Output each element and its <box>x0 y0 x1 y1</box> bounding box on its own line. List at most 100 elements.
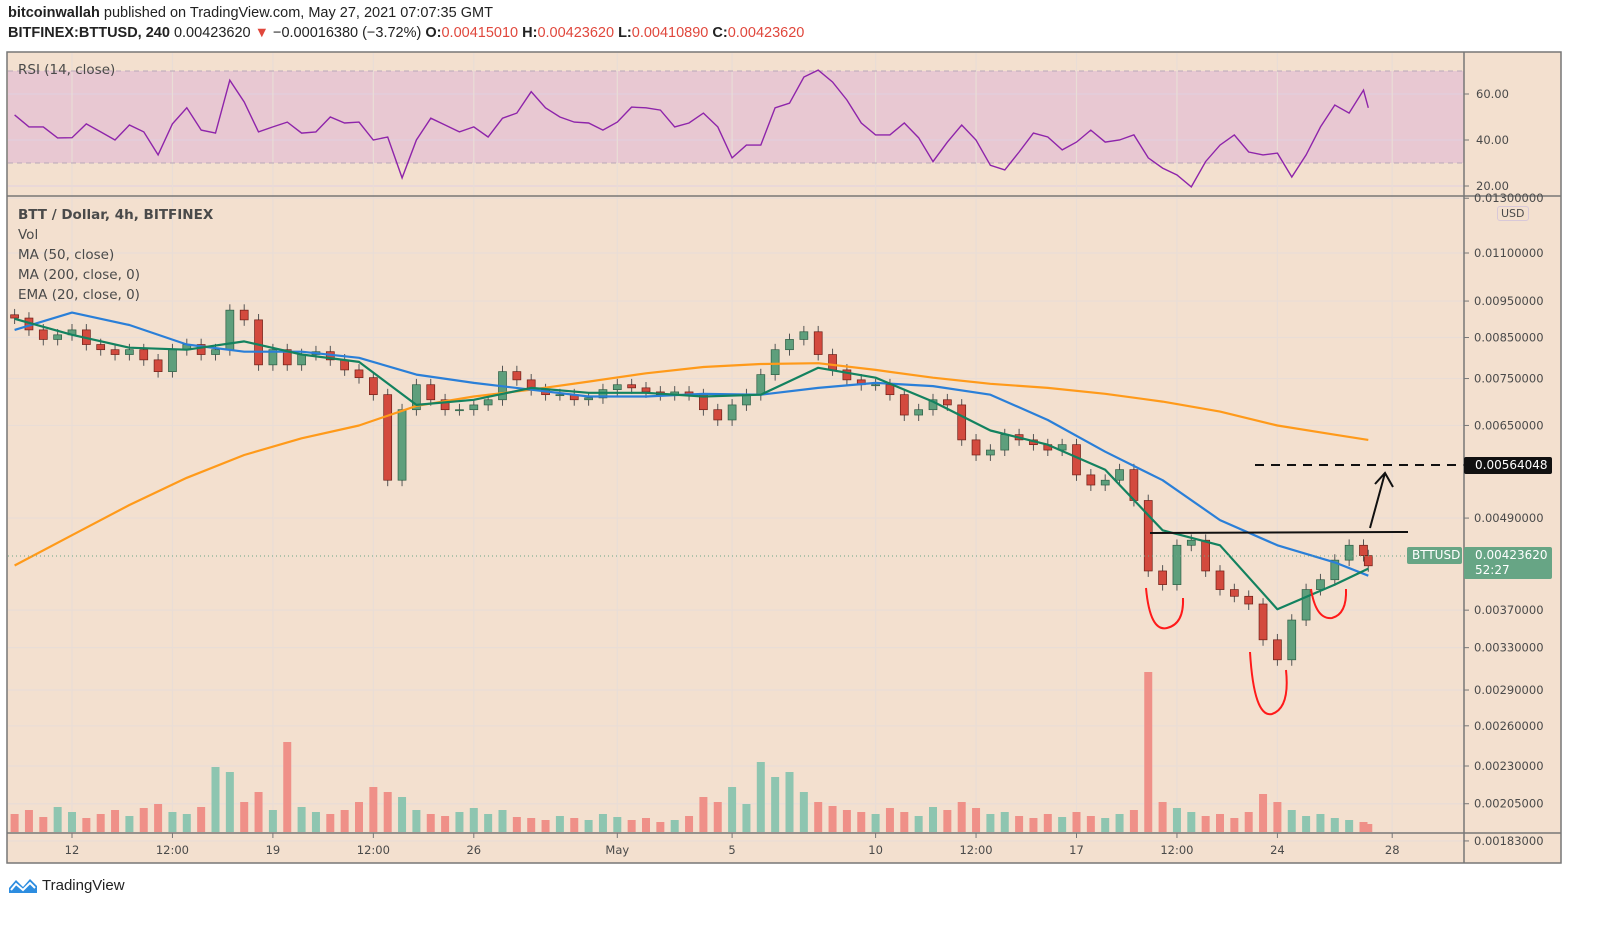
volume-bar <box>1043 814 1052 832</box>
rsi-tick-label: 60.00 <box>1476 87 1509 101</box>
volume-bar <box>871 814 880 832</box>
volume-bar <box>742 804 751 832</box>
time-tick-label: 10 <box>868 843 883 857</box>
volume-bar <box>1273 802 1282 832</box>
triangle-down-icon: ▼ <box>254 25 269 41</box>
volume-bar <box>1201 816 1210 832</box>
candle-body <box>1201 539 1211 572</box>
volume-bar <box>197 807 206 832</box>
candle-body <box>770 349 780 375</box>
volume-bar <box>24 810 33 832</box>
rsi-tick-label: 40.00 <box>1476 133 1509 147</box>
candle-body <box>369 377 378 396</box>
last-price-label: 0.00423620 <box>1475 548 1548 562</box>
volume-bar <box>1359 822 1368 832</box>
volume-bar <box>972 808 981 832</box>
close-label: C: <box>712 25 728 41</box>
price-tick-label: 0.00750000 <box>1474 372 1544 386</box>
time-tick-label: May <box>605 843 629 857</box>
candle-body <box>1072 444 1081 476</box>
volume-bar <box>297 807 306 832</box>
volume-bar <box>398 797 407 832</box>
volume-bar <box>541 820 550 832</box>
volume-bar <box>82 818 91 832</box>
volume-bar <box>498 810 507 832</box>
arrow-up-icon <box>1369 471 1394 529</box>
author-name: bitcoinwallah <box>8 5 100 21</box>
axes: 0.01300000 0.01100000 0.00950000 0.00850000… <box>65 87 1544 857</box>
time-tick-label: 5 <box>728 843 735 857</box>
ema20-legend[interactable]: EMA (20, close, 0) <box>18 287 140 303</box>
volume-bar <box>182 814 191 832</box>
volume-bar <box>441 816 450 832</box>
candle-body <box>584 397 593 401</box>
volume-bar <box>1259 794 1268 832</box>
candle-body <box>1086 474 1096 486</box>
ma50-legend[interactable]: MA (50, close) <box>18 247 115 263</box>
candle-body <box>239 309 249 321</box>
candle-body <box>426 384 436 401</box>
candle-body <box>627 384 637 389</box>
currency-badge[interactable]: USD <box>1497 206 1529 221</box>
tradingview-logo-icon <box>9 879 37 893</box>
volume-bar <box>254 792 263 832</box>
candle-body <box>512 371 522 381</box>
candle-body <box>125 349 134 355</box>
volume-bar <box>125 816 134 832</box>
price-tick-label: 0.00330000 <box>1474 641 1544 655</box>
ma50-line <box>14 311 1369 577</box>
volume-bar <box>168 812 177 832</box>
price-tick-label: 0.00650000 <box>1474 418 1544 432</box>
candle-body <box>727 404 737 421</box>
candle-body <box>211 349 220 355</box>
candle-body <box>1158 570 1167 585</box>
price-change: −0.00016380 (−3.72%) <box>273 25 422 41</box>
time-tick-label: 24 <box>1270 843 1285 857</box>
volume-bar <box>842 810 851 832</box>
watermark-brand: TradingView <box>42 876 125 894</box>
volume-bar <box>225 772 234 832</box>
watermark[interactable]: TradingView <box>8 876 125 894</box>
candle-body <box>612 384 622 391</box>
volume-bars <box>10 672 1373 832</box>
candle-body <box>168 349 177 372</box>
volume-bar <box>1244 812 1253 832</box>
volume-bar <box>283 742 292 832</box>
rsi-legend[interactable]: RSI (14, close) <box>18 62 116 78</box>
candle-body <box>1316 579 1325 590</box>
price-tick-label: 0.00370000 <box>1474 603 1544 617</box>
volume-legend[interactable]: Vol <box>18 227 39 243</box>
volume-bar <box>369 787 378 832</box>
volume-bar <box>1029 818 1038 832</box>
candle-body <box>297 354 306 366</box>
volume-bar <box>311 812 320 832</box>
low-label: L: <box>618 25 632 41</box>
volume-bar <box>929 807 937 832</box>
symbol-price-box <box>1407 547 1462 564</box>
volume-bar <box>1330 818 1339 832</box>
candle-body <box>10 314 19 319</box>
candle-body <box>885 384 895 396</box>
price-tick-label: 0.00490000 <box>1474 511 1544 525</box>
candle-body <box>1229 589 1239 597</box>
candle-body <box>254 319 263 366</box>
ma200-legend[interactable]: MA (200, close, 0) <box>18 267 141 283</box>
candle-body <box>1100 479 1110 486</box>
price-tick-label: 0.00183000 <box>1474 834 1544 848</box>
volume-bar <box>799 792 808 832</box>
last-price: 0.00423620 <box>173 25 251 41</box>
volume-bar <box>211 767 220 832</box>
candle-body <box>555 394 565 397</box>
candle-body <box>986 449 995 456</box>
time-tick-label: 17 <box>1069 843 1084 857</box>
candle-body <box>1273 639 1282 661</box>
candle-body <box>942 399 952 406</box>
volume-bar <box>656 822 665 832</box>
series-title: BTT / Dollar, 4h, BITFINEX <box>18 207 214 223</box>
volume-bar <box>814 802 823 832</box>
candle-body <box>1244 595 1254 605</box>
volume-bar <box>627 820 636 832</box>
volume-bar <box>1086 816 1095 832</box>
volume-bar <box>914 816 923 832</box>
